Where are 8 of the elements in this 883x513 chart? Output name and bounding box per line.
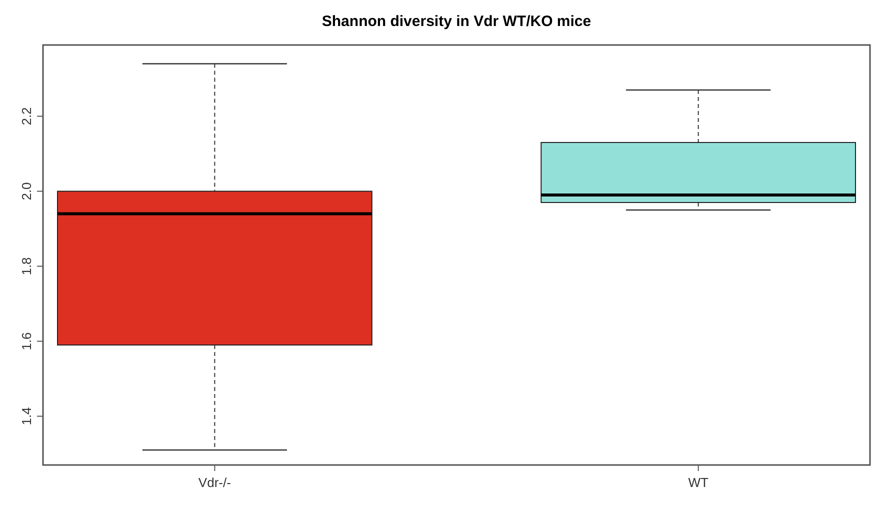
chart-title: Shannon diversity in Vdr WT/KO mice [322, 13, 592, 30]
x-tick-label: Vdr-/- [198, 475, 231, 490]
y-tick-label: 1.4 [19, 407, 34, 426]
y-tick-label: 1.8 [19, 257, 34, 276]
y-tick-label: 1.6 [19, 332, 34, 350]
x-tick-label: WT [688, 475, 708, 490]
y-tick-label: 2.0 [19, 182, 34, 200]
y-tick-label: 2.2 [19, 107, 34, 126]
